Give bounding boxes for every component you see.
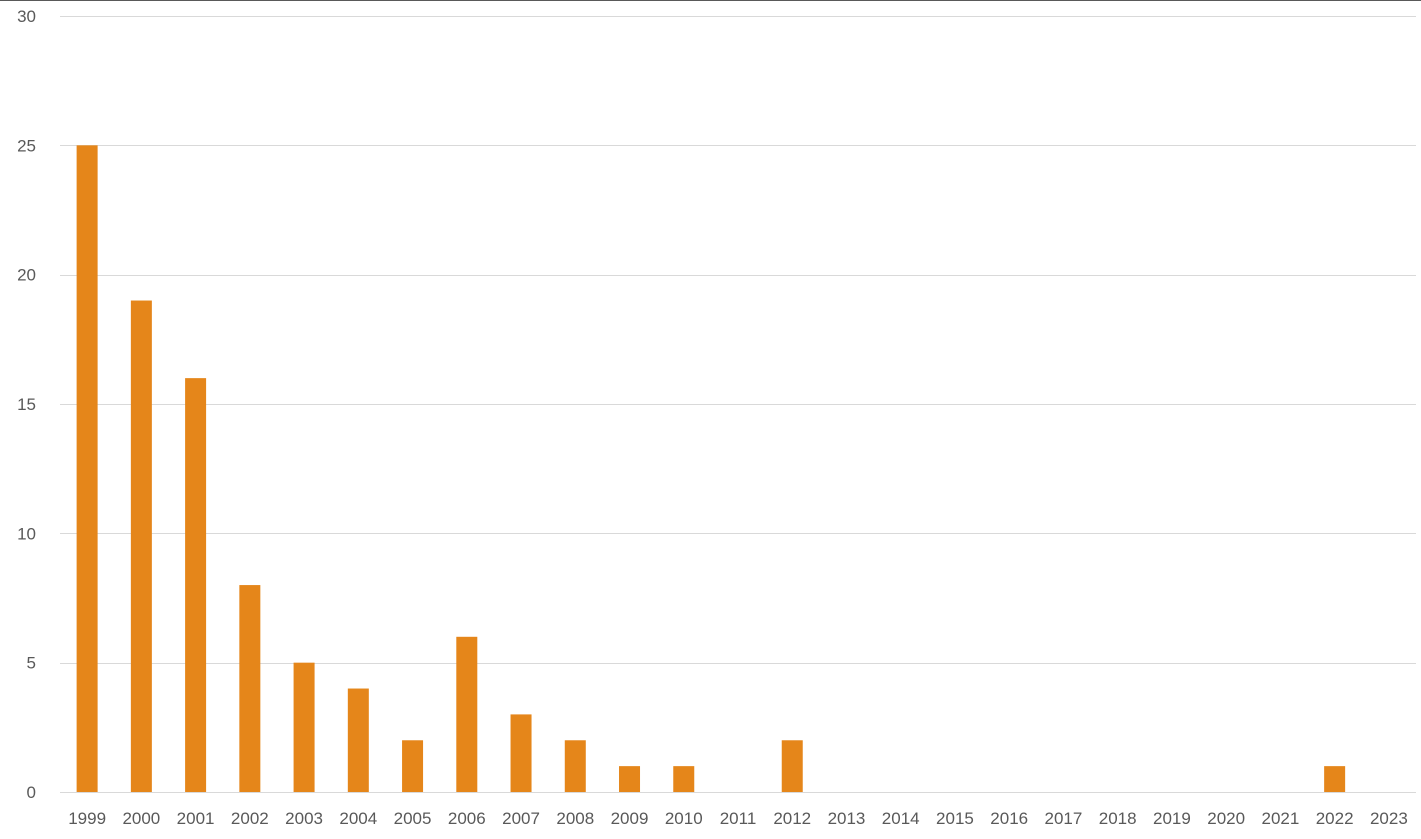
bar-2007 [510, 714, 532, 792]
x-tick-label-2011: 2011 [720, 809, 757, 828]
bar-2008 [564, 740, 586, 792]
bars [76, 145, 1346, 792]
x-tick-label-2014: 2014 [882, 809, 920, 828]
y-tick-label: 15 [17, 395, 36, 414]
x-tick-label-2020: 2020 [1207, 809, 1245, 828]
bar-2009 [619, 766, 641, 792]
x-tick-label-2022: 2022 [1316, 809, 1354, 828]
bar-1999 [76, 145, 98, 792]
x-tick-label-1999: 1999 [68, 809, 106, 828]
x-axis-tick-labels: 1999 2000 2001 2002 2003 2004 2005 2006 2007 2008… [68, 809, 1408, 828]
x-tick-label-2010: 2010 [665, 809, 703, 828]
gridlines [60, 16, 1416, 793]
y-tick-label: 5 [27, 654, 36, 673]
x-tick-label-2008: 2008 [556, 809, 594, 828]
y-axis-tick-labels: 0 5 10 15 20 25 30 [17, 7, 36, 802]
x-tick-label-2007: 2007 [502, 809, 540, 828]
x-tick-label-2016: 2016 [990, 809, 1028, 828]
bar-2003 [293, 662, 315, 792]
bar-2002 [239, 585, 261, 792]
bar-2005 [402, 740, 424, 792]
x-tick-label-2023: 2023 [1370, 809, 1408, 828]
x-tick-label-2001: 2001 [177, 809, 215, 828]
x-tick-label-2009: 2009 [611, 809, 649, 828]
bar-2012 [781, 740, 803, 792]
x-tick-label-2005: 2005 [394, 809, 432, 828]
x-tick-label-2003: 2003 [285, 809, 323, 828]
chart-top-border [0, 0, 1421, 1]
bar-2022 [1324, 766, 1346, 792]
y-tick-label: 20 [17, 266, 36, 285]
x-tick-label-2018: 2018 [1099, 809, 1137, 828]
x-tick-label-2002: 2002 [231, 809, 269, 828]
y-tick-label: 25 [17, 136, 36, 155]
x-tick-label-2013: 2013 [828, 809, 866, 828]
x-tick-label-2015: 2015 [936, 809, 974, 828]
x-tick-label-2000: 2000 [122, 809, 160, 828]
x-tick-label-2004: 2004 [339, 809, 377, 828]
x-tick-label-2012: 2012 [773, 809, 811, 828]
bar-2000 [130, 300, 152, 792]
bar-2010 [673, 766, 695, 792]
bar-2004 [347, 688, 369, 792]
y-tick-label: 0 [27, 783, 36, 802]
x-tick-label-2021: 2021 [1261, 809, 1299, 828]
bar-2001 [185, 378, 207, 792]
x-tick-label-2006: 2006 [448, 809, 486, 828]
y-tick-label: 10 [17, 524, 36, 543]
bar-2006 [456, 636, 478, 792]
x-tick-label-2017: 2017 [1045, 809, 1083, 828]
x-tick-label-2019: 2019 [1153, 809, 1191, 828]
y-tick-label: 30 [17, 7, 36, 26]
